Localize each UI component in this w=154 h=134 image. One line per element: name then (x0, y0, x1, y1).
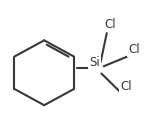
Text: Cl: Cl (128, 43, 140, 56)
Text: Cl: Cl (120, 80, 132, 93)
Text: Cl: Cl (105, 18, 116, 31)
Text: Si: Si (89, 56, 100, 69)
